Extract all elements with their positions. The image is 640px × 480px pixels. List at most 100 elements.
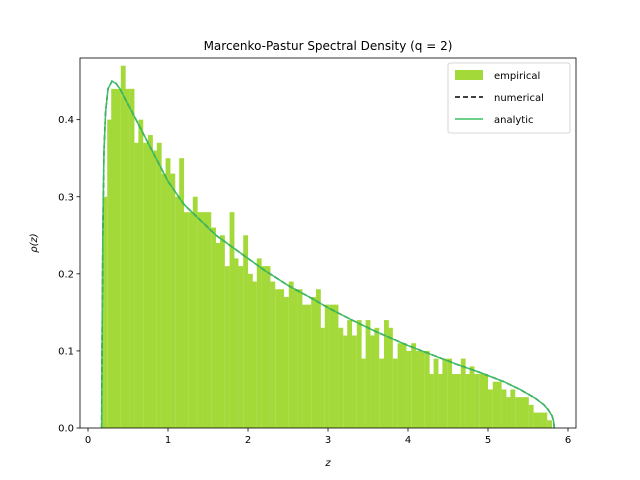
histogram-bar — [292, 289, 298, 428]
histogram-bar — [384, 320, 389, 428]
histogram-bar — [506, 397, 512, 428]
legend: empirical numerical analytic — [447, 62, 571, 134]
histogram-bar — [528, 404, 534, 428]
histogram-bar — [148, 135, 153, 429]
x-tick-label: 4 — [405, 435, 411, 446]
histogram-bar — [211, 227, 217, 428]
histogram-bar — [243, 235, 249, 428]
histogram-bar — [401, 343, 407, 428]
histogram-bar — [229, 212, 235, 428]
histogram-bar — [374, 327, 380, 428]
histogram-bar — [179, 158, 185, 429]
histogram-bar — [270, 281, 276, 428]
histogram-bar — [279, 289, 285, 428]
histogram-bar — [233, 258, 239, 428]
histogram-bar — [415, 350, 421, 428]
histogram-bar — [102, 196, 108, 428]
histogram-bar — [188, 212, 194, 428]
histogram-bar — [479, 374, 485, 428]
histogram-bar — [547, 420, 553, 428]
histogram-bar — [120, 65, 126, 428]
histogram-bar — [265, 266, 271, 428]
histogram-bar — [248, 273, 253, 428]
legend-label-empirical: empirical — [494, 71, 540, 82]
histogram-bar — [206, 212, 212, 428]
histogram-bar — [175, 196, 181, 428]
histogram-bar — [134, 142, 140, 428]
x-axis-label: z — [324, 458, 331, 469]
histogram-bar — [424, 350, 430, 428]
histogram-bar — [297, 289, 303, 428]
histogram-bar — [202, 212, 208, 428]
histogram-bar — [192, 196, 198, 428]
histogram-bar — [224, 266, 230, 428]
histogram-bar — [220, 235, 225, 428]
histogram-bar — [184, 212, 189, 428]
histogram-bar — [161, 173, 167, 428]
histogram-bar — [284, 296, 289, 428]
histogram-bar — [469, 366, 475, 428]
histogram-bar — [488, 389, 493, 428]
histogram-bar — [320, 327, 325, 428]
y-tick-label: 0.4 — [58, 115, 74, 126]
histogram-bar — [338, 327, 344, 428]
histogram-bar — [256, 258, 262, 428]
legend-swatch-empirical — [455, 70, 483, 80]
histogram-bar — [165, 158, 171, 429]
histogram-bar — [447, 358, 453, 428]
y-tick-label: 0.0 — [58, 424, 74, 435]
x-tick-label: 2 — [245, 435, 251, 446]
histogram-bar — [316, 289, 321, 428]
histogram-bar — [197, 212, 203, 428]
histogram-bar — [107, 119, 113, 429]
histogram-bar — [442, 358, 448, 428]
histogram-bar — [492, 381, 498, 428]
histogram-bar — [360, 358, 366, 428]
histogram-bar — [347, 320, 353, 428]
histogram-bar — [460, 358, 466, 428]
histogram-bar — [370, 335, 376, 428]
histogram-bar — [537, 412, 543, 428]
histogram-bar — [456, 374, 461, 428]
histogram-bar — [352, 335, 357, 428]
histogram-bar — [302, 304, 308, 428]
legend-box — [447, 62, 571, 134]
histogram-bars — [102, 65, 553, 429]
histogram-bar — [420, 350, 425, 428]
histogram-bar — [311, 296, 317, 428]
x-tick-label: 3 — [325, 435, 331, 446]
histogram-bar — [288, 281, 294, 428]
histogram-bar — [129, 88, 135, 428]
histogram-bar — [356, 320, 362, 428]
histogram-bar — [156, 142, 162, 428]
x-tick-label: 1 — [165, 435, 171, 446]
histogram-bar — [483, 374, 489, 428]
histogram-bar — [306, 304, 312, 428]
histogram-bar — [510, 389, 516, 428]
histogram-bar — [465, 374, 471, 428]
histogram-bar — [111, 88, 117, 428]
histogram-bar — [365, 320, 371, 428]
histogram-bar — [170, 173, 176, 428]
histogram-bar — [411, 343, 417, 428]
histogram-bar — [124, 88, 130, 428]
histogram-bar — [501, 389, 507, 428]
legend-label-analytic: analytic — [494, 115, 534, 126]
x-tick-label: 6 — [565, 435, 571, 446]
histogram-bar — [496, 381, 502, 428]
histogram-bar — [428, 374, 434, 428]
histogram-bar — [261, 266, 267, 428]
histogram-bar — [388, 327, 393, 428]
analytic-line — [101, 80, 555, 429]
histogram-bar — [275, 289, 281, 428]
histogram-bar — [379, 358, 385, 428]
histogram-bar — [252, 281, 257, 428]
histogram-bar — [397, 343, 403, 428]
histogram-bar — [138, 119, 144, 429]
histogram-bar — [329, 304, 335, 428]
histogram-bar — [438, 374, 444, 428]
x-tick-label: 5 — [485, 435, 491, 446]
histogram-bar — [515, 397, 521, 428]
histogram-bar — [143, 142, 149, 428]
